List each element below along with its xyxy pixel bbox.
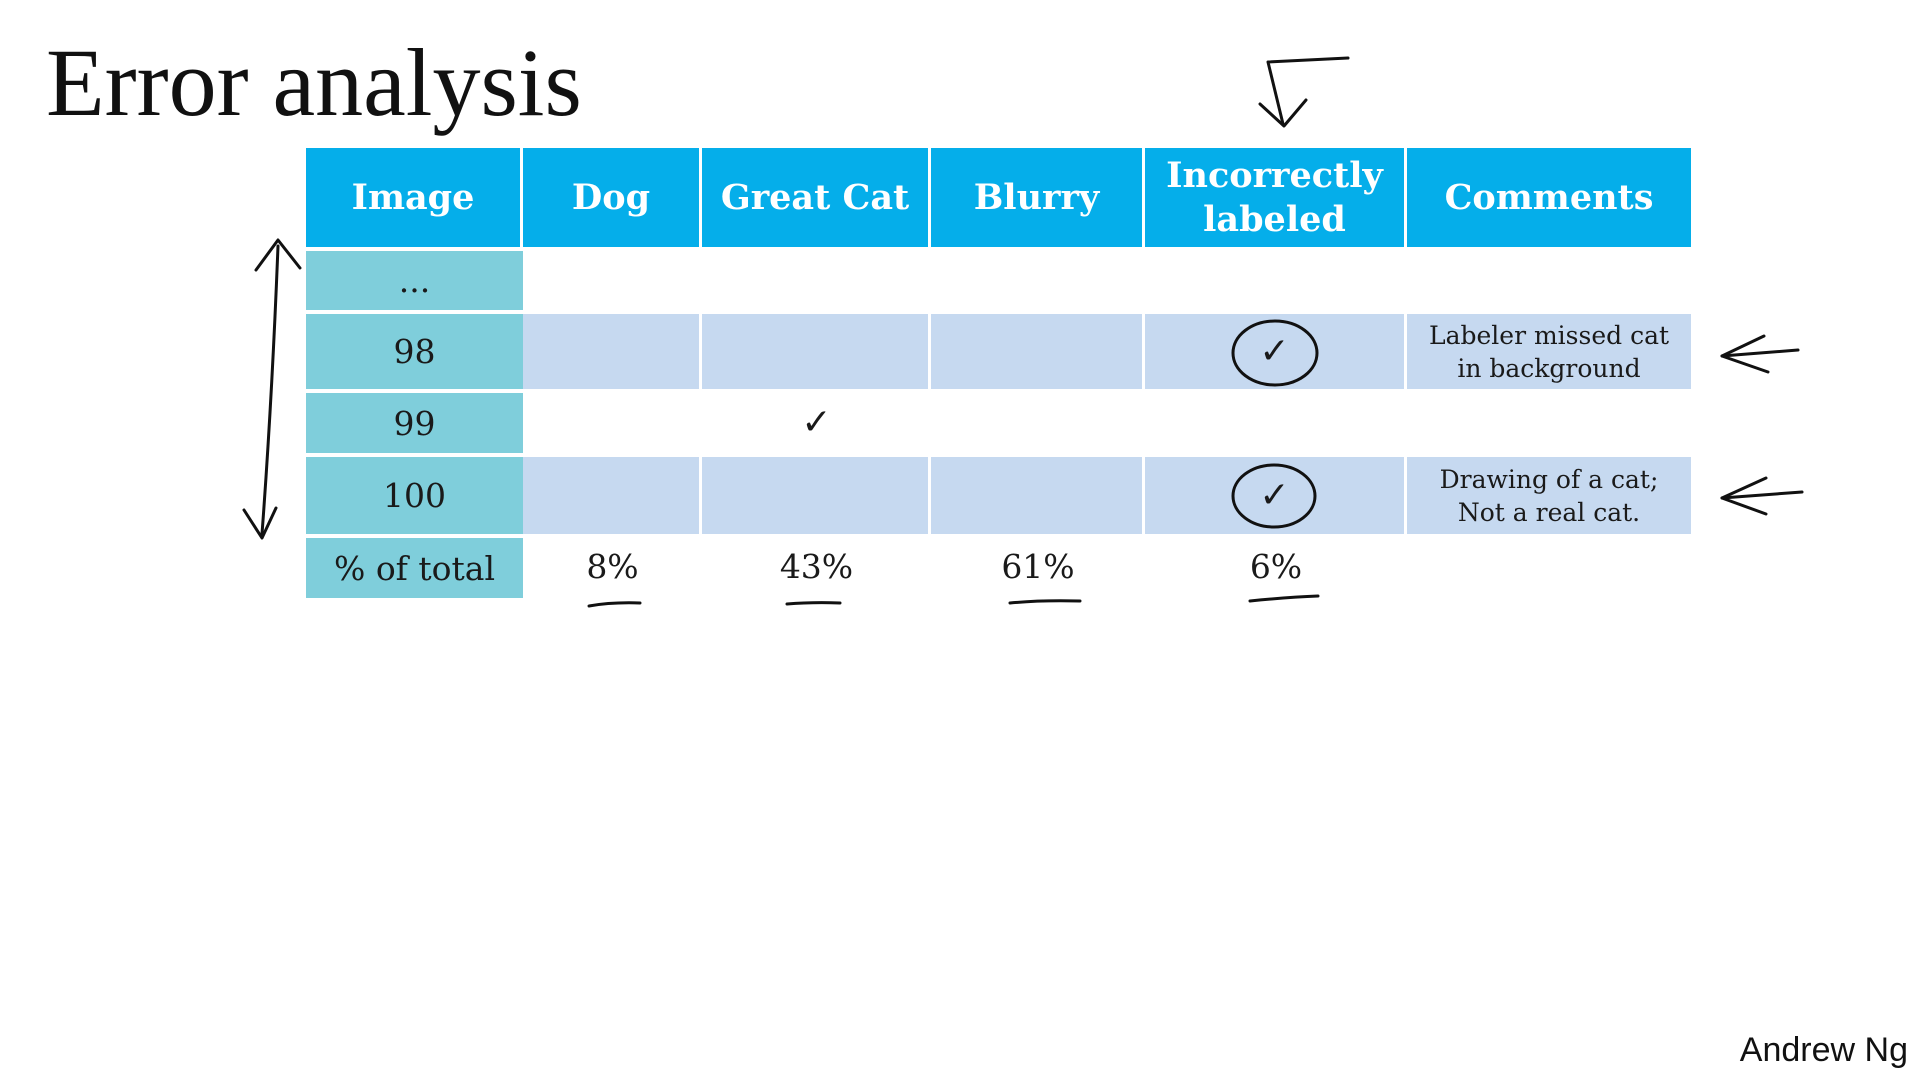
row-ellipsis-comments <box>1407 247 1691 310</box>
total-incorrectly-labeled: 6% <box>1145 534 1407 598</box>
row-100-incorrectly-labeled: ✓ <box>1145 453 1407 534</box>
total-dog: 8% <box>523 534 702 598</box>
row-100-blurry <box>931 453 1145 534</box>
row-ellipsis-dog <box>523 247 702 310</box>
row-100-image: 100 <box>306 453 523 534</box>
slide-title: Error analysis <box>46 29 582 136</box>
row-ellipsis-blurry <box>931 247 1145 310</box>
row-99-great-cat: ✓ <box>702 389 931 453</box>
row-98-incorrectly-labeled: ✓ <box>1145 310 1407 389</box>
total-dog-value: 8% <box>586 546 639 586</box>
left-arrow-icon <box>1720 334 1800 374</box>
total-blurry-value: 61% <box>1001 546 1075 586</box>
header-blurry: Blurry <box>931 148 1145 247</box>
author-credit: Andrew Ng <box>1739 1031 1908 1069</box>
header-incorrectly-labeled: Incorrectly labeled <box>1145 148 1407 247</box>
row-98-dog <box>523 310 702 389</box>
check-mark: ✓ <box>1259 330 1290 372</box>
circled-check-icon <box>1231 319 1318 386</box>
left-arrow-icon <box>1720 476 1804 516</box>
row-ellipsis-incorrectly-labeled <box>1145 247 1407 310</box>
double-arrow-icon <box>242 238 302 540</box>
header-image: Image <box>306 148 523 247</box>
error-analysis-table: Image Dog Great Cat Blurry Incorrectly l… <box>306 148 1691 598</box>
circled-check-icon <box>1231 463 1316 528</box>
row-100-comments: Drawing of a cat; Not a real cat. <box>1407 453 1691 534</box>
row-99-image: 99 <box>306 389 523 453</box>
header-comments: Comments <box>1407 148 1691 247</box>
row-ellipsis-image: ... <box>306 247 523 310</box>
total-great-cat-value: 43% <box>779 546 854 586</box>
row-98-image: 98 <box>306 310 523 389</box>
total-incorrectly-labeled-value: 6% <box>1249 546 1303 586</box>
header-dog: Dog <box>523 148 702 247</box>
header-great-cat: Great Cat <box>702 148 931 247</box>
total-blurry: 61% <box>931 534 1145 598</box>
total-great-cat: 43% <box>702 534 931 598</box>
row-ellipsis-great-cat <box>702 247 931 310</box>
row-99-blurry <box>931 389 1145 453</box>
row-99-dog <box>523 389 702 453</box>
row-98-blurry <box>931 310 1145 389</box>
totals-label: % of total <box>306 534 523 598</box>
row-98-great-cat <box>702 310 931 389</box>
check-mark: ✓ <box>1259 474 1290 516</box>
row-98-comments: Labeler missed cat in background <box>1407 310 1691 389</box>
total-comments <box>1407 534 1691 598</box>
down-arrow-icon <box>1258 56 1350 128</box>
row-100-dog <box>523 453 702 534</box>
check-mark: ✓ <box>801 402 832 443</box>
row-99-comments <box>1407 389 1691 453</box>
row-99-incorrectly-labeled <box>1145 389 1407 453</box>
row-100-great-cat <box>702 453 931 534</box>
